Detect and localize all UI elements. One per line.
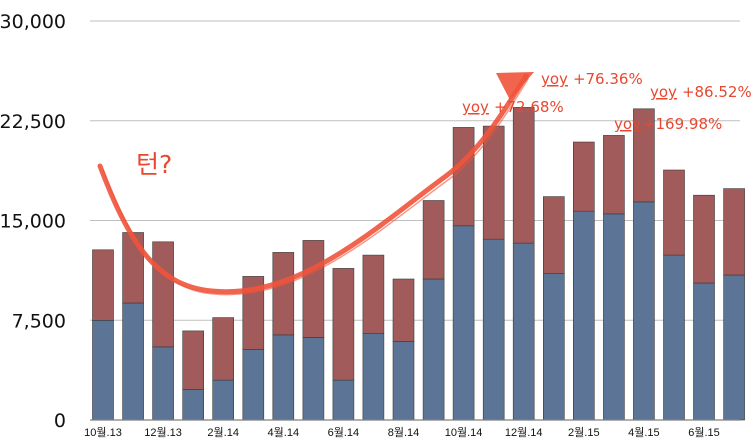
y-tick-label: 30,000 [0, 11, 66, 33]
yoy-annotation-4: yoy +86.52% [650, 83, 752, 101]
bar-top-segment [152, 241, 174, 348]
bar-top-segment [332, 268, 355, 381]
x-tick-label: 2월.14 [207, 426, 239, 439]
yoy-label: yoy [462, 98, 489, 116]
bar-bottom-segment [482, 238, 505, 421]
y-tick-label: 15,000 [0, 211, 66, 233]
bar-top-segment [693, 194, 715, 284]
bar-top-segment [512, 107, 535, 244]
bar-bottom-segment [422, 278, 445, 421]
yoy-annotation-2: yoy +76.36% [541, 70, 643, 88]
yoy-annotation-3: yoy +169.98% [614, 115, 722, 133]
bar-top-segment [663, 169, 685, 256]
x-tick-label: 12월.14 [505, 426, 543, 439]
x-tick-label: 12월.13 [144, 426, 182, 439]
bar-bottom-segment [452, 225, 475, 421]
x-tick-label: 6월.15 [688, 426, 720, 439]
x-tick-label: 10월.14 [445, 426, 483, 439]
x-tick-label: 10월.13 [84, 426, 122, 439]
grid-lines [90, 20, 740, 321]
bar-top-segment [242, 276, 265, 350]
bar-top-segment [572, 141, 595, 212]
turn-annotation: 턴? [136, 150, 172, 179]
bar-top-segment [723, 188, 745, 276]
y-tick-label: 0 [54, 410, 66, 432]
bar-bottom-segment [362, 333, 385, 421]
yoy-value: +86.52% [682, 83, 752, 101]
x-tick-label: 4월.15 [628, 426, 660, 439]
bar-bottom-segment [633, 201, 655, 421]
x-axis-ticks: 10월.13 12월.13 2월.14 4월.14 6월.14 8월.14 10월.14 12… [84, 426, 720, 439]
trend-arrow-head [496, 72, 534, 100]
y-tick-label: 22,500 [0, 111, 66, 133]
bars [92, 107, 745, 421]
bar-bottom-segment [332, 379, 355, 421]
x-tick-label: 8월.14 [388, 426, 420, 439]
bar-bottom-segment [92, 319, 114, 421]
bar-top-segment [633, 108, 655, 203]
bar-bottom-segment [693, 282, 715, 421]
yoy-annotation-1: yoy +72.68% [462, 98, 564, 116]
bar-bottom-segment [302, 337, 325, 421]
bar-top-segment [392, 278, 415, 342]
bar-bottom-segment [542, 273, 565, 421]
yoy-label: yoy [541, 70, 568, 88]
bar-top-segment [362, 254, 385, 334]
bar-bottom-segment [122, 302, 144, 421]
trend-arrow-curve-shadow [102, 78, 529, 296]
yoy-label: yoy [614, 115, 641, 133]
bar-top-segment [182, 330, 204, 390]
bar-bottom-segment [663, 254, 685, 421]
bar-top-segment [452, 127, 475, 227]
bar-bottom-segment [603, 213, 625, 421]
bar-bottom-segment [242, 349, 265, 421]
x-tick-label: 2월.15 [568, 426, 600, 439]
bar-top-segment [272, 252, 295, 336]
bar-top-segment [122, 232, 144, 304]
bar-bottom-segment [272, 334, 295, 421]
bar-top-segment [212, 317, 234, 381]
bar-bottom-segment [723, 274, 745, 421]
bar-bottom-segment [392, 341, 415, 421]
bar-top-segment [603, 135, 625, 215]
yoy-value: +169.98% [643, 115, 722, 133]
x-tick-label: 6월.14 [328, 426, 360, 439]
bar-bottom-segment [182, 389, 204, 421]
bar-bottom-segment [512, 242, 535, 421]
bar-bottom-segment [152, 346, 174, 421]
bar-top-segment [542, 196, 565, 275]
bar-top-segment [92, 249, 114, 321]
bar-bottom-segment [572, 210, 595, 421]
yoy-value: +72.68% [494, 98, 564, 116]
trend-arrow [97, 72, 534, 296]
bar-top-segment [422, 200, 445, 280]
y-axis-ticks: 0 7,500 15,000 22,500 30,000 [0, 11, 66, 432]
bar-top-segment [302, 240, 325, 338]
bar-top-segment [482, 125, 505, 240]
bar-bottom-segment [212, 379, 234, 421]
y-tick-label: 7,500 [12, 310, 66, 332]
yoy-value: +76.36% [573, 70, 643, 88]
x-tick-label: 4월.14 [268, 426, 300, 439]
yoy-label: yoy [650, 83, 677, 101]
